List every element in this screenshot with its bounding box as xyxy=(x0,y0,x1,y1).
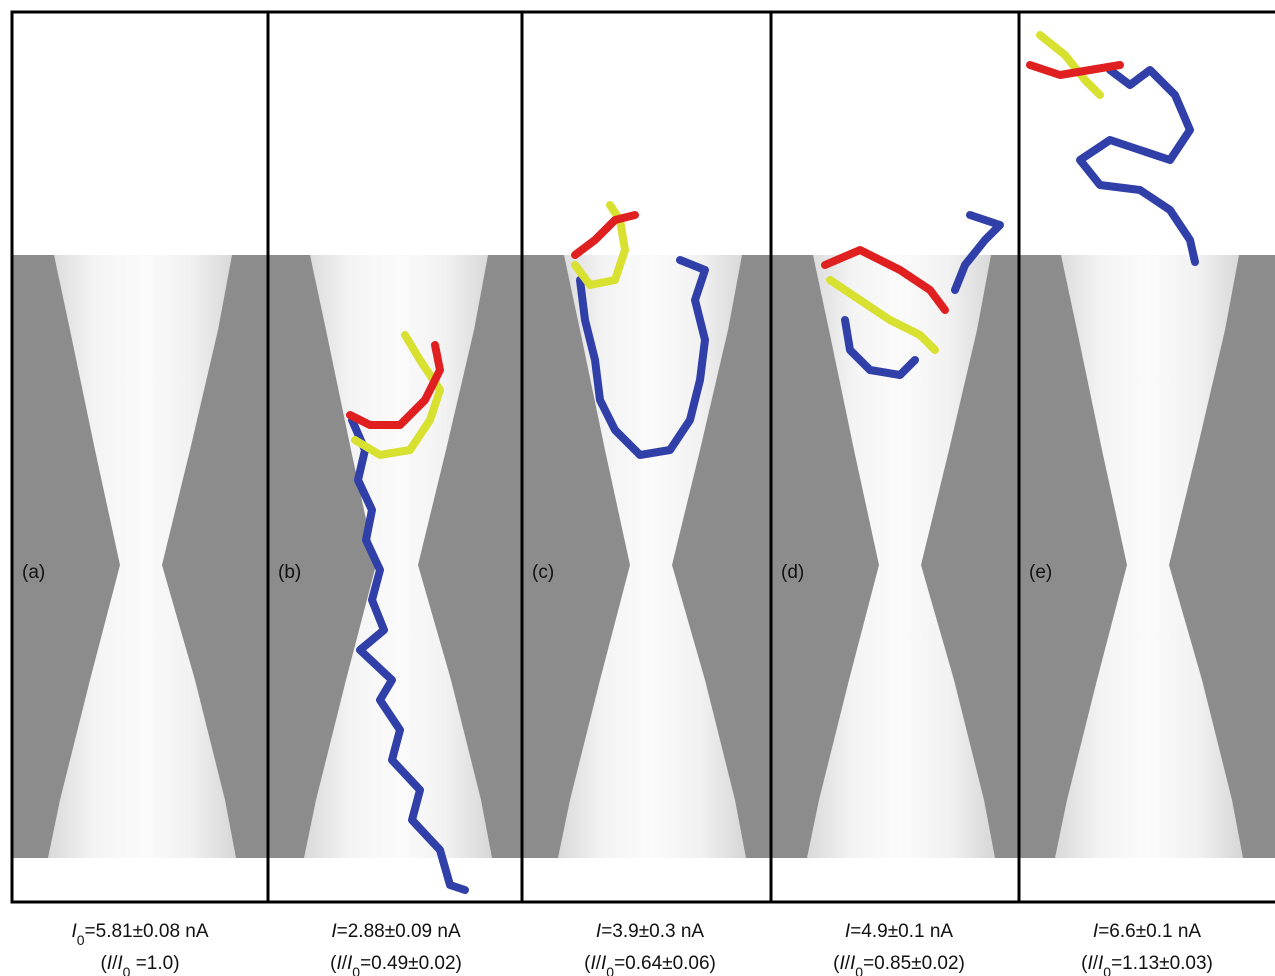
caption: I=3.9±0.3 nA xyxy=(596,921,704,942)
caption: (I/I0 =1.0) xyxy=(100,953,179,976)
caption-part: I xyxy=(601,953,607,974)
panel-label: (e) xyxy=(1029,562,1052,583)
caption-part: 0 xyxy=(77,932,85,948)
caption-part: I xyxy=(845,921,851,942)
caption-part: ( xyxy=(584,953,591,974)
caption-part: I xyxy=(107,953,113,974)
caption-part: =5.81±0.08 nA xyxy=(85,921,209,942)
caption-part: I xyxy=(331,921,337,942)
caption-part: ( xyxy=(833,953,840,974)
pore xyxy=(304,255,492,858)
caption: I=4.9±0.1 nA xyxy=(845,921,953,942)
caption: (I/I0=0.49±0.02) xyxy=(330,953,462,976)
molecule xyxy=(821,246,949,314)
caption-part: / xyxy=(342,953,348,974)
molecule xyxy=(951,211,1004,294)
caption-part: I xyxy=(347,953,353,974)
molecule xyxy=(841,316,919,379)
panel-label: (d) xyxy=(781,562,804,583)
caption-part: I xyxy=(1093,921,1099,942)
caption: (I/I0=0.64±0.06) xyxy=(584,953,716,976)
panel-label: (a) xyxy=(22,562,45,583)
caption-part: 0 xyxy=(855,964,863,976)
caption-part: =0.85±0.02) xyxy=(863,953,965,974)
molecule xyxy=(826,276,939,354)
caption-part: =0.64±0.06) xyxy=(614,953,716,974)
caption-part: ( xyxy=(1081,953,1088,974)
caption-part: 0 xyxy=(606,964,614,976)
caption-part: 0 xyxy=(352,964,360,976)
molecule xyxy=(1026,61,1124,79)
caption: (I/I0=1.13±0.03) xyxy=(1081,953,1213,976)
pore xyxy=(1055,255,1243,858)
panel xyxy=(522,12,771,902)
caption-part: =1.13±0.03) xyxy=(1111,953,1213,974)
molecule xyxy=(1076,66,1199,266)
caption-part: =0.49±0.02) xyxy=(360,953,462,974)
panel xyxy=(12,12,268,902)
caption-part: =6.6±0.1 nA xyxy=(1098,921,1201,942)
molecule xyxy=(576,256,709,459)
caption: I0=5.81±0.08 nA xyxy=(71,921,208,948)
frame xyxy=(10,10,1275,904)
caption-part: =3.9±0.3 nA xyxy=(601,921,704,942)
molecule xyxy=(346,341,444,429)
caption-part: 0 xyxy=(1103,964,1111,976)
molecule xyxy=(348,416,469,894)
caption-part: / xyxy=(1093,953,1099,974)
panel xyxy=(771,12,1019,902)
caption-part: ( xyxy=(100,953,107,974)
caption: I=6.6±0.1 nA xyxy=(1093,921,1201,942)
caption-part: I xyxy=(1087,953,1093,974)
caption-part: I xyxy=(590,953,596,974)
caption-part: I xyxy=(71,921,77,942)
caption-part: I xyxy=(336,953,342,974)
caption-part: =2.88±0.09 nA xyxy=(337,921,461,942)
caption-part: / xyxy=(112,953,118,974)
panel xyxy=(1019,12,1275,902)
caption-part: / xyxy=(596,953,602,974)
caption-part: I xyxy=(839,953,845,974)
pore xyxy=(48,255,236,858)
caption: I=2.88±0.09 nA xyxy=(331,921,461,942)
molecule xyxy=(351,331,444,459)
caption: (I/I0=0.85±0.02) xyxy=(833,953,965,976)
caption-part: I xyxy=(596,921,602,942)
molecule xyxy=(1036,31,1104,99)
panel xyxy=(268,12,522,902)
caption-part: I xyxy=(117,953,123,974)
panel-label: (c) xyxy=(532,562,554,583)
molecule xyxy=(571,211,639,259)
caption-part: I xyxy=(1098,953,1104,974)
caption-part: ( xyxy=(330,953,337,974)
caption-part: =1.0) xyxy=(130,953,179,974)
pore xyxy=(807,255,995,858)
caption-part: I xyxy=(850,953,856,974)
caption-part: =4.9±0.1 nA xyxy=(850,921,953,942)
caption-part: / xyxy=(845,953,851,974)
panel-label: (b) xyxy=(278,562,301,583)
caption-part: 0 xyxy=(123,964,131,976)
